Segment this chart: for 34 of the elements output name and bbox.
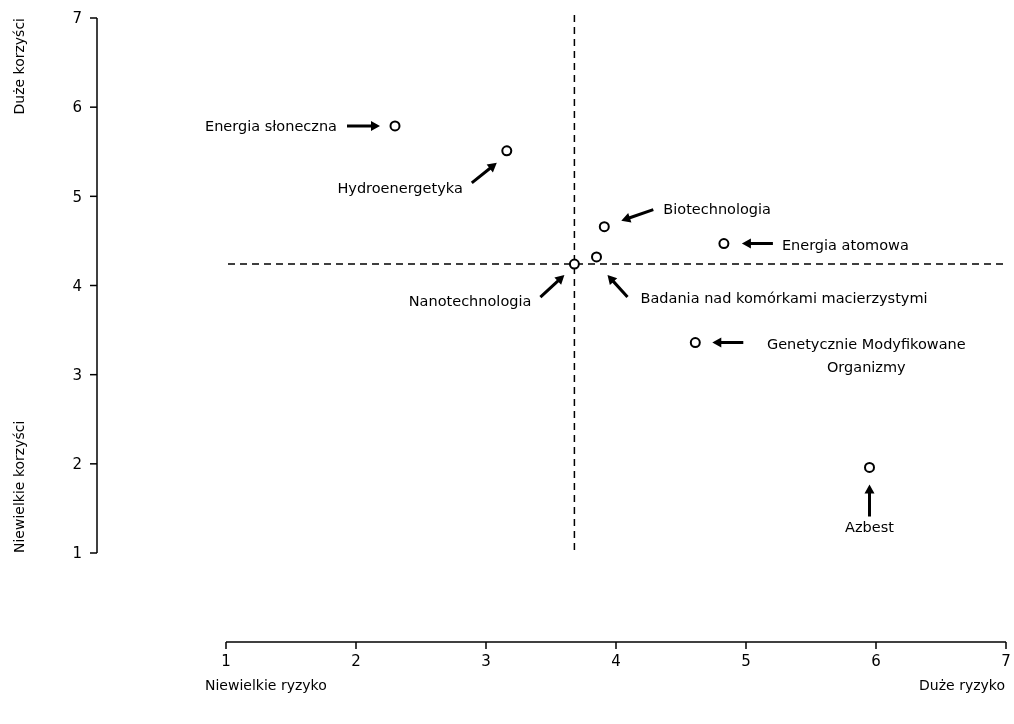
y-tick-label: 1 bbox=[72, 544, 82, 563]
point bbox=[689, 337, 701, 349]
point bbox=[864, 461, 875, 473]
y-tick-label: 3 bbox=[72, 365, 82, 384]
x-tick-label: 7 bbox=[1001, 652, 1011, 670]
text: Duże korzyści bbox=[11, 18, 27, 115]
point bbox=[598, 221, 610, 233]
annotation: Energia słoneczna bbox=[204, 117, 337, 134]
x-tick-label: 1 bbox=[221, 652, 231, 670]
point bbox=[718, 238, 730, 250]
text: Duże ryzyko bbox=[919, 677, 1005, 693]
annotation: Genetycznie Modyfikowane Organizmy bbox=[766, 335, 966, 375]
text: Niewielkie ryzyko bbox=[205, 677, 327, 693]
y-tick-label: 6 bbox=[72, 98, 82, 117]
annotation: Badania nad komórkami macierzystymi bbox=[640, 289, 928, 306]
x-tick-label: 5 bbox=[741, 652, 751, 670]
x-tick-label: 6 bbox=[871, 652, 881, 670]
x-tick-label: 3 bbox=[481, 652, 491, 670]
annotation: Hydroenergetyka bbox=[337, 179, 463, 196]
x-tick-label: 2 bbox=[351, 652, 361, 670]
point bbox=[501, 145, 513, 157]
text: Niewielkie korzyści bbox=[11, 420, 27, 553]
annotation: Nanotechnologia bbox=[408, 293, 532, 310]
y-tick-label: 4 bbox=[72, 276, 82, 295]
x-tick-label: 4 bbox=[611, 652, 621, 670]
point bbox=[591, 251, 602, 263]
annotation: Azbest bbox=[845, 519, 895, 536]
point bbox=[389, 120, 401, 132]
point bbox=[568, 258, 580, 270]
y-tick-label: 7 bbox=[72, 9, 82, 28]
y-tick-label: 5 bbox=[72, 187, 82, 206]
annotation: Energia atomowa bbox=[781, 236, 909, 253]
annotation: Biotechnologia bbox=[663, 200, 771, 217]
y-tick-label: 2 bbox=[72, 455, 82, 474]
